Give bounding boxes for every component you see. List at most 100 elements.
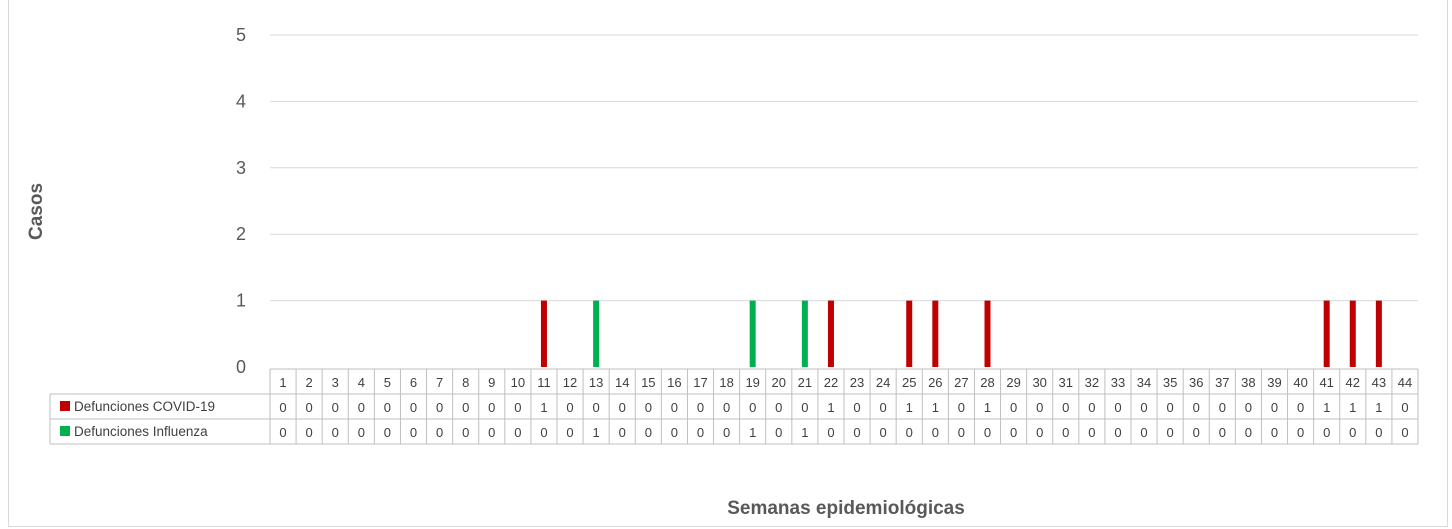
category-label: 29 [1006,375,1020,390]
data-label: 0 [1349,425,1356,440]
data-label: 1 [984,400,991,415]
data-label: 0 [801,400,808,415]
data-label: 0 [436,425,443,440]
bar-covid-week-22 [827,300,834,367]
data-label: 0 [1062,425,1069,440]
data-label: 0 [775,425,782,440]
data-label: 0 [488,400,495,415]
category-label: 44 [1398,375,1412,390]
data-label: 0 [1401,400,1408,415]
data-label: 0 [488,425,495,440]
data-label: 0 [332,400,339,415]
data-label: 0 [436,400,443,415]
data-label: 0 [1323,425,1330,440]
chart-frame [8,0,1448,527]
category-label: 14 [615,375,629,390]
category-label: 2 [306,375,313,390]
data-label: 0 [1245,425,1252,440]
category-label: 38 [1241,375,1255,390]
data-label: 0 [1114,425,1121,440]
x-axis-label: Semanas epidemiológicas [727,498,965,519]
bar-covid-week-42 [1349,300,1356,367]
y-tick-label: 2 [236,224,246,244]
data-label: 0 [1140,425,1147,440]
data-label: 0 [1297,425,1304,440]
y-tick-label: 5 [236,25,246,45]
data-label: 0 [306,425,313,440]
category-label: 24 [876,375,890,390]
data-label: 0 [671,400,678,415]
category-label: 35 [1163,375,1177,390]
bar-covid-week-25 [906,300,913,367]
data-label: 0 [1010,400,1017,415]
data-label: 0 [619,425,626,440]
category-label: 41 [1319,375,1333,390]
category-label: 10 [511,375,525,390]
data-label: 0 [932,425,939,440]
data-label: 0 [1140,400,1147,415]
data-label: 0 [1193,400,1200,415]
data-label: 0 [1297,400,1304,415]
data-label: 1 [749,425,756,440]
category-label: 15 [641,375,655,390]
data-label: 0 [880,425,887,440]
category-label: 32 [1085,375,1099,390]
data-label: 1 [593,425,600,440]
category-label: 21 [798,375,812,390]
bar-covid-week-41 [1323,300,1330,367]
category-label: 8 [462,375,469,390]
data-label: 0 [1401,425,1408,440]
data-label: 0 [1062,400,1069,415]
data-label: 0 [853,400,860,415]
data-label: 0 [1193,425,1200,440]
data-label: 0 [1088,425,1095,440]
data-label: 0 [671,425,678,440]
bar-covid-week-11 [540,300,547,367]
category-label: 28 [980,375,994,390]
data-label: 0 [593,400,600,415]
bar-covid-week-28 [984,300,991,367]
data-label: 0 [880,400,887,415]
category-label: 42 [1346,375,1360,390]
data-label: 0 [306,400,313,415]
category-label: 6 [410,375,417,390]
data-label: 0 [1245,400,1252,415]
category-label: 37 [1215,375,1229,390]
data-label: 0 [514,400,521,415]
category-label: 43 [1372,375,1386,390]
category-label: 27 [954,375,968,390]
category-label: 34 [1137,375,1151,390]
data-label: 0 [1010,425,1017,440]
data-label: 0 [984,425,991,440]
bar-influenza-week-21 [801,300,808,367]
category-label: 4 [358,375,365,390]
category-label: 20 [772,375,786,390]
data-label: 0 [958,400,965,415]
data-label: 1 [540,400,547,415]
data-label: 1 [1323,400,1330,415]
bar-covid-week-43 [1375,300,1382,367]
data-label: 0 [462,425,469,440]
data-label: 0 [1167,400,1174,415]
bar-influenza-week-19 [749,300,756,367]
data-label: 0 [1088,400,1095,415]
data-label: 0 [514,425,521,440]
data-label: 0 [384,400,391,415]
legend-label: Defunciones Influenza [74,424,208,439]
category-label: 13 [589,375,603,390]
data-label: 1 [906,400,913,415]
data-label: 0 [358,400,365,415]
data-label: 0 [619,400,626,415]
data-label: 0 [1375,425,1382,440]
category-label: 19 [745,375,759,390]
category-label: 39 [1267,375,1281,390]
y-tick-label: 1 [236,291,246,311]
data-label: 1 [1375,400,1382,415]
category-label: 25 [902,375,916,390]
data-label: 0 [1114,400,1121,415]
data-label: 0 [410,400,417,415]
data-label: 0 [1036,400,1043,415]
data-label: 0 [1036,425,1043,440]
data-label: 0 [384,425,391,440]
bar-influenza-week-13 [593,300,600,367]
